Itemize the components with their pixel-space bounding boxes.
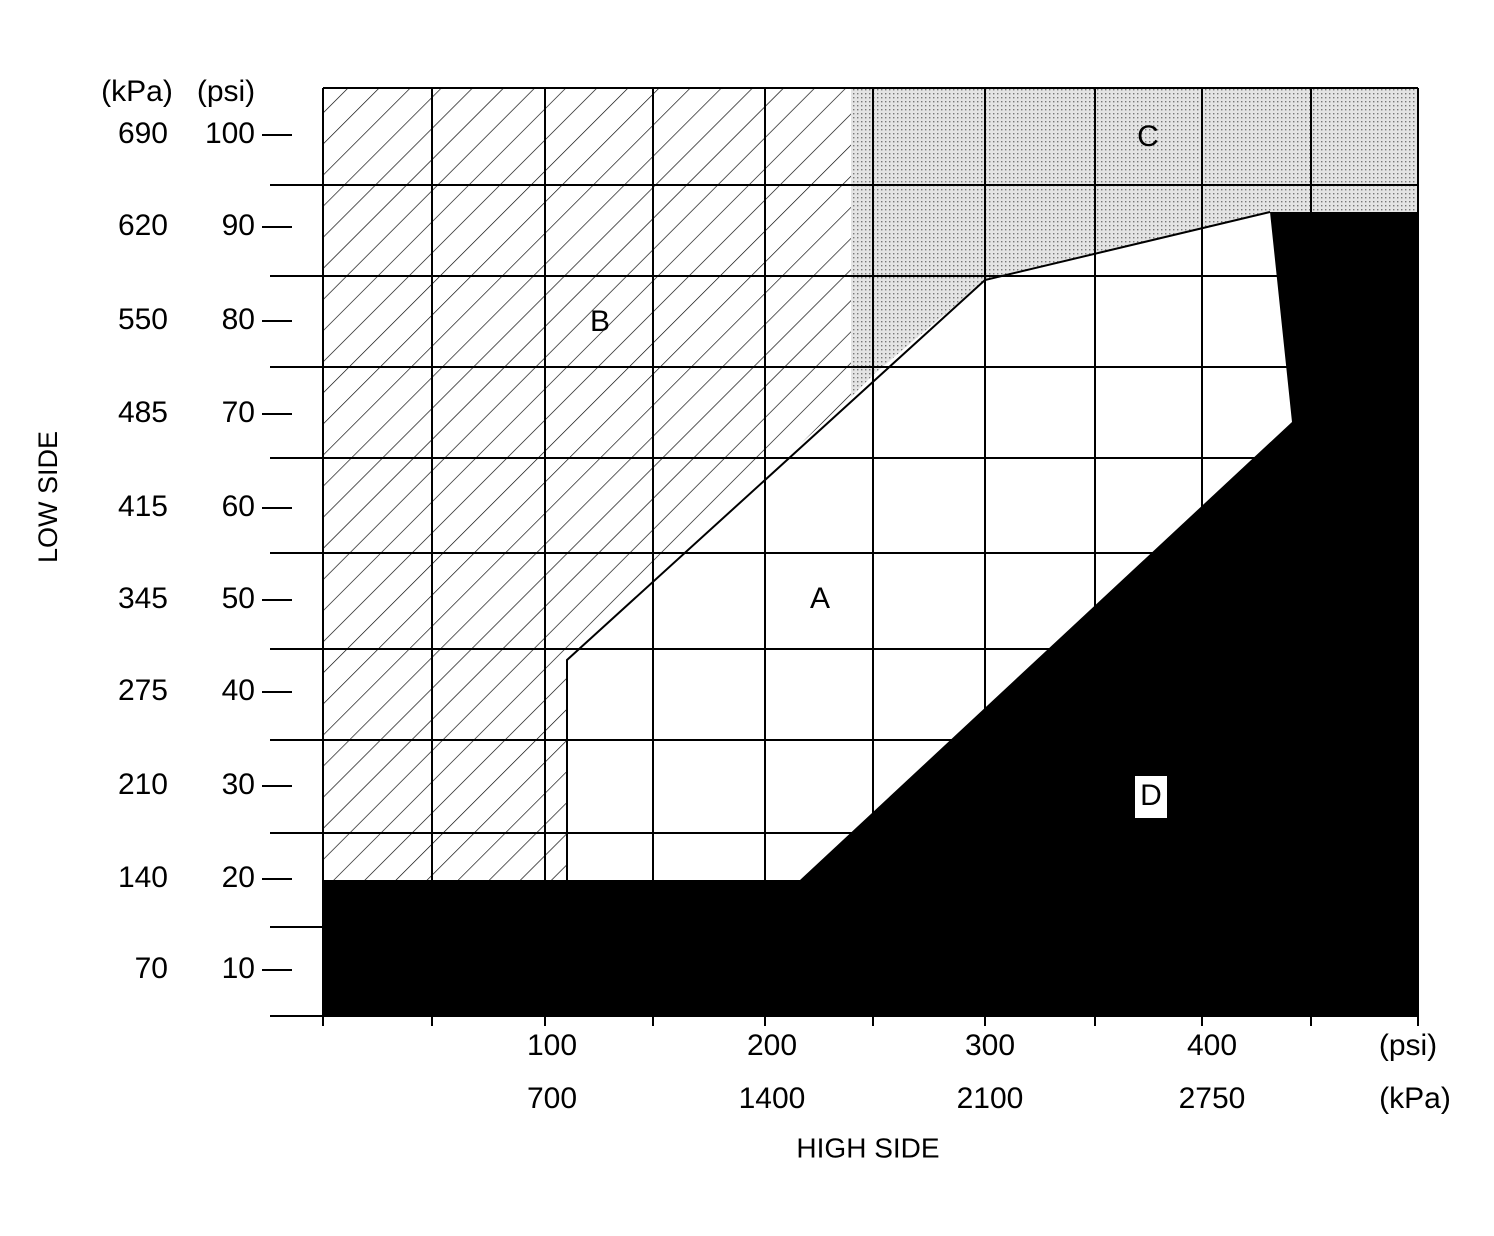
- x-label-kpa: 2100: [957, 1082, 1024, 1115]
- y-label-psi: 10: [222, 952, 255, 985]
- grid: [270, 87, 1419, 1016]
- x-label-kpa: 700: [527, 1082, 577, 1115]
- x-label-psi: 300: [965, 1029, 1015, 1062]
- x-axis-title: HIGH SIDE: [796, 1132, 939, 1163]
- region-label: D: [1140, 779, 1162, 812]
- y-axis-title: LOW SIDE: [33, 431, 63, 563]
- region-label: A: [810, 582, 830, 615]
- y-label-kpa: 70: [135, 952, 168, 985]
- region-label: C: [1137, 120, 1159, 153]
- y-label-psi: 60: [222, 490, 255, 523]
- x-label-psi: 100: [527, 1029, 577, 1062]
- boundary: [566, 211, 1271, 880]
- y-label-psi: 90: [222, 209, 255, 242]
- y-unit: (psi): [197, 75, 255, 108]
- y-label-psi: 100: [205, 117, 255, 150]
- y-label-kpa: 210: [118, 768, 168, 801]
- y-label-psi: 70: [222, 396, 255, 429]
- x-label-kpa: 2750: [1179, 1082, 1246, 1115]
- y-label-kpa: 485: [118, 396, 168, 429]
- x-label-psi: 200: [747, 1029, 797, 1062]
- region-label: B: [590, 305, 610, 338]
- x-label-psi: 400: [1187, 1029, 1237, 1062]
- y-label-psi: 20: [222, 861, 255, 894]
- y-label-psi: 50: [222, 582, 255, 615]
- y-label-kpa: 275: [118, 674, 168, 707]
- region-c: [851, 88, 1418, 397]
- y-label-kpa: 690: [118, 117, 168, 150]
- y-label-psi: 30: [222, 768, 255, 801]
- region-b: [323, 88, 851, 880]
- x-unit: (kPa): [1379, 1082, 1451, 1115]
- y-label-kpa: 620: [118, 209, 168, 242]
- y-label-psi: 40: [222, 674, 255, 707]
- y-label-kpa: 345: [118, 582, 168, 615]
- y-label-psi: 80: [222, 303, 255, 336]
- y-label-kpa: 140: [118, 861, 168, 894]
- y-label-kpa: 550: [118, 303, 168, 336]
- x-unit: (psi): [1379, 1029, 1437, 1062]
- y-unit: (kPa): [101, 75, 173, 108]
- y-label-kpa: 415: [118, 490, 168, 523]
- region-d-label-bg: [1135, 776, 1167, 818]
- x-label-kpa: 1400: [739, 1082, 806, 1115]
